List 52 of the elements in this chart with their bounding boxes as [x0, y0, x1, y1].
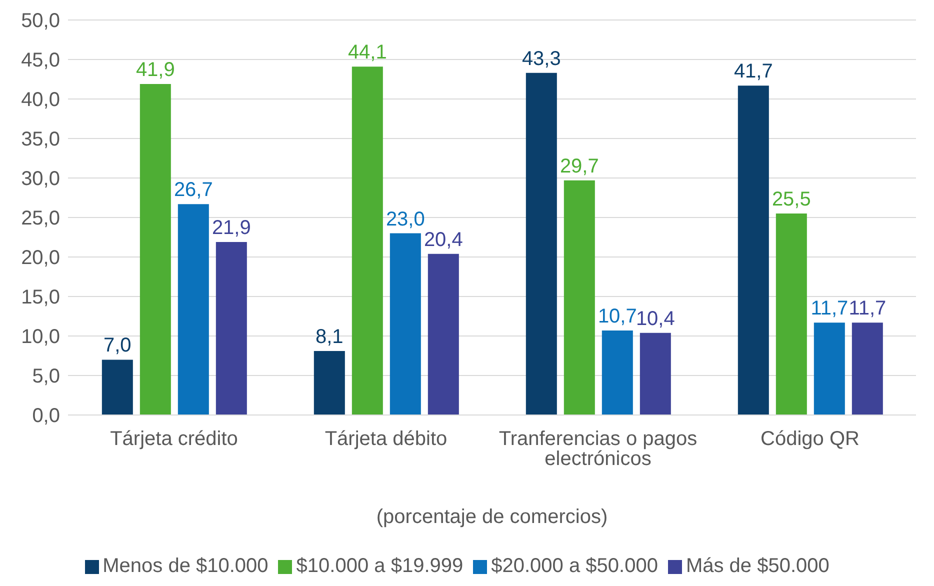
y-tick-label: 35,0	[21, 128, 60, 151]
x-tick-label: Tárjeta débito	[324, 428, 448, 450]
bar	[814, 322, 845, 415]
y-tick-label: 45,0	[21, 50, 60, 72]
y-tick-label: 25,0	[21, 208, 60, 230]
data-label: 7,0	[104, 334, 132, 357]
x-axis-title: (porcentaje de comercios)	[376, 506, 608, 528]
y-tick-label: 20,0	[21, 247, 60, 270]
bar	[564, 180, 595, 415]
bar	[428, 254, 459, 415]
y-tick-label: 0,0	[32, 405, 60, 428]
data-label: 10,4	[636, 308, 675, 330]
bar	[602, 330, 633, 415]
y-tick-label: 30,0	[21, 168, 60, 190]
bar	[852, 322, 883, 415]
bar	[140, 84, 171, 415]
legend-label: Menos de $10.000	[102, 555, 268, 577]
bar	[352, 66, 383, 415]
x-tick-label: Código QR	[760, 428, 860, 450]
data-label: 29,7	[560, 155, 599, 178]
bar	[738, 86, 769, 415]
bar	[390, 233, 421, 415]
y-tick-label: 50,0	[21, 10, 60, 32]
y-tick-label: 10,0	[21, 326, 60, 348]
data-label: 25,5	[772, 188, 811, 211]
data-label: 26,7	[174, 179, 213, 202]
y-tick-label: 5,0	[32, 366, 60, 388]
data-label: 21,9	[212, 216, 251, 239]
data-label: 43,3	[522, 48, 561, 70]
data-label: 23,0	[386, 208, 425, 230]
data-label: 44,1	[348, 42, 387, 64]
x-tick-label: Tárjeta crédito	[110, 428, 238, 450]
y-tick-label: 40,0	[21, 89, 60, 112]
bar	[102, 360, 133, 415]
legend-label: $10.000 a $19.999	[296, 555, 464, 577]
bar	[216, 242, 247, 415]
bar	[640, 332, 671, 415]
legend-label: $20.000 a $50.000	[491, 555, 658, 577]
x-tick-label: Tranferencias o pagos electrónicos	[498, 428, 698, 470]
data-label: 10,7	[598, 305, 637, 328]
data-label: 11,7	[848, 298, 886, 320]
data-label: 8,1	[316, 326, 344, 348]
y-tick-label: 15,0	[21, 286, 60, 309]
data-label: 11,7	[810, 298, 848, 320]
bar	[314, 351, 345, 415]
bar	[776, 214, 807, 415]
data-label: 41,7	[734, 60, 773, 83]
bar	[178, 204, 209, 415]
data-label: 41,9	[136, 58, 175, 81]
legend-label: Más de $50.000	[686, 555, 830, 577]
bar	[526, 72, 557, 415]
data-label: 20,4	[424, 228, 463, 251]
